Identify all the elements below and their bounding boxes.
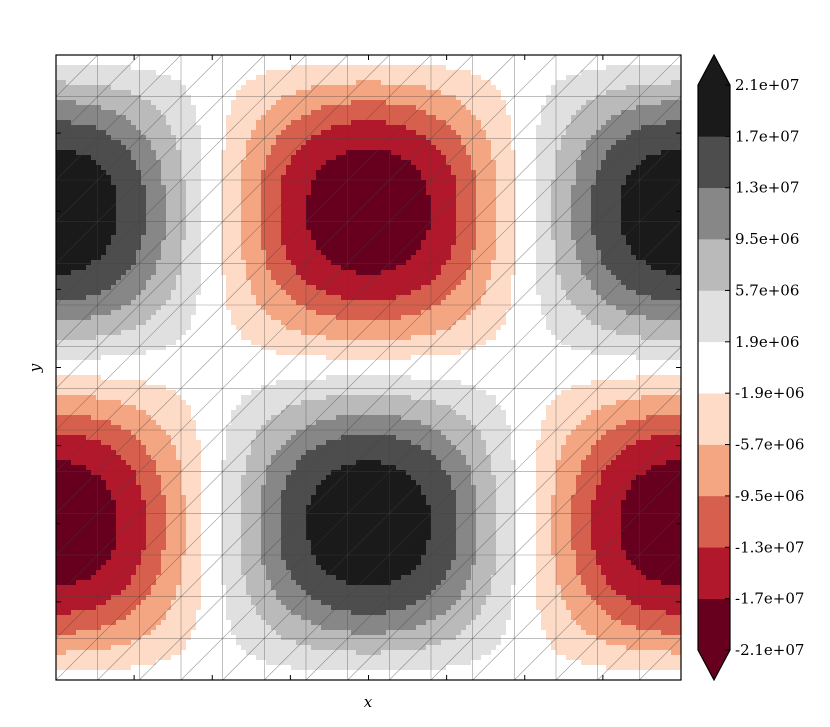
colorbar-tick-label: 9.5e+06 <box>735 230 799 248</box>
axis-ticks <box>55 54 682 681</box>
colorbar-band <box>698 495 730 548</box>
colorbar-band <box>698 136 730 189</box>
colorbar-band <box>698 393 730 445</box>
colorbar-tick-label: -5.7e+06 <box>735 436 804 454</box>
y-axis-label: y <box>26 363 44 373</box>
colorbar-tick-label: -2.1e+07 <box>735 641 804 659</box>
triangulation-mesh <box>56 55 681 680</box>
colorbar-band <box>698 598 730 651</box>
colorbar-band <box>698 341 730 394</box>
colorbar-tick-label: -1.3e+07 <box>735 538 804 556</box>
colorbar-tick-label: 5.7e+06 <box>735 282 799 300</box>
contour-fills <box>56 55 681 680</box>
colorbar: -2.1e+07 -1.7e+07 -1.3e+07 -9.5e+06 -5.7e+06… <box>697 53 804 682</box>
colorbar-tick-label: -1.9e+06 <box>735 384 804 402</box>
colorbar-extend-min <box>698 650 730 680</box>
colorbar-extend-max <box>698 55 730 85</box>
colorbar-tick-label: -9.5e+06 <box>735 487 804 505</box>
colorbar-tick-label: 1.3e+07 <box>735 179 799 197</box>
colorbar-tick-label: 1.9e+06 <box>735 333 799 351</box>
colorbar-band <box>698 239 730 291</box>
contour-plot-area <box>56 55 681 680</box>
colorbar-band <box>698 187 730 240</box>
colorbar-band <box>698 547 730 599</box>
colorbar-tick-label: 2.1e+07 <box>735 76 799 94</box>
colorbar-band <box>698 444 730 497</box>
colorbar-tick-label: 1.7e+07 <box>735 127 799 145</box>
colorbar-band <box>698 85 730 137</box>
colorbar-tick-label: -1.7e+07 <box>735 590 804 608</box>
colorbar-band <box>698 290 730 343</box>
x-axis-label: x <box>364 693 373 711</box>
